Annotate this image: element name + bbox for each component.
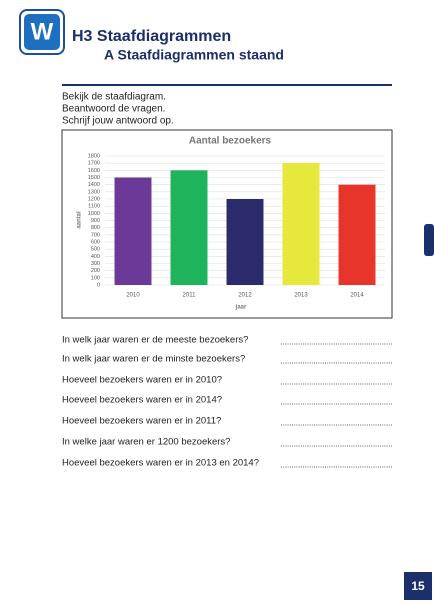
y-tick-label: 1000 bbox=[88, 211, 100, 217]
side-tab bbox=[424, 224, 434, 256]
y-tick-label: 1800 bbox=[88, 153, 100, 159]
instruction: Beantwoord de vragen. bbox=[62, 104, 165, 115]
instruction: Bekijk de staafdiagram. bbox=[62, 92, 166, 103]
logo-box bbox=[24, 14, 60, 50]
page-number-box bbox=[404, 572, 432, 600]
y-tick-label: 0 bbox=[97, 282, 100, 288]
bar bbox=[282, 163, 320, 285]
question: In welk jaar waren er de meeste bezoeker… bbox=[62, 335, 248, 346]
instruction: Schrijf jouw antwoord op. bbox=[62, 116, 174, 127]
y-tick-label: 1100 bbox=[88, 204, 100, 210]
logo: W bbox=[31, 18, 54, 45]
y-tick-label: 1500 bbox=[88, 175, 100, 181]
chart-title: Aantal bezoekers bbox=[189, 136, 272, 147]
x-tick-label: 2014 bbox=[350, 293, 364, 299]
y-tick-label: 1700 bbox=[88, 161, 100, 167]
question: Hoeveel bezoekers waren er in 2011? bbox=[62, 416, 221, 427]
y-tick-label: 900 bbox=[91, 218, 100, 224]
page-number: 15 bbox=[411, 579, 425, 593]
bar bbox=[226, 199, 264, 285]
y-tick-label: 800 bbox=[91, 225, 100, 231]
bar bbox=[338, 184, 376, 285]
question: Hoeveel bezoekers waren er in 2013 en 20… bbox=[62, 458, 259, 469]
y-tick-label: 500 bbox=[91, 247, 100, 253]
y-tick-label: 1400 bbox=[88, 182, 100, 188]
y-tick-label: 1200 bbox=[88, 196, 100, 202]
question: In welk jaar waren er de minste bezoeker… bbox=[62, 354, 245, 365]
bar bbox=[170, 170, 208, 285]
y-tick-label: 1300 bbox=[88, 189, 100, 195]
y-tick-label: 600 bbox=[91, 239, 100, 245]
question: In welke jaar waren er 1200 bezoekers? bbox=[62, 437, 230, 448]
y-tick-label: 1600 bbox=[88, 168, 100, 174]
subtitle: A Staafdiagrammen staand bbox=[104, 47, 284, 63]
y-tick-label: 100 bbox=[91, 275, 100, 281]
x-tick-label: 2012 bbox=[238, 293, 252, 299]
y-tick-label: 700 bbox=[91, 232, 100, 238]
y-axis-label: aantal bbox=[77, 211, 83, 229]
question: Hoeveel bezoekers waren er in 2014? bbox=[62, 395, 222, 406]
title: H3 Staafdiagrammen bbox=[72, 28, 231, 45]
y-tick-label: 200 bbox=[91, 268, 100, 274]
y-tick-label: 300 bbox=[91, 261, 100, 267]
question: Hoeveel bezoekers waren er in 2010? bbox=[62, 375, 222, 386]
x-tick-label: 2013 bbox=[294, 293, 308, 299]
x-tick-label: 2011 bbox=[183, 293, 197, 299]
x-tick-label: 2010 bbox=[126, 293, 140, 299]
y-tick-label: 400 bbox=[91, 254, 100, 260]
bar bbox=[114, 177, 152, 285]
x-axis-label: jaar bbox=[235, 305, 247, 311]
